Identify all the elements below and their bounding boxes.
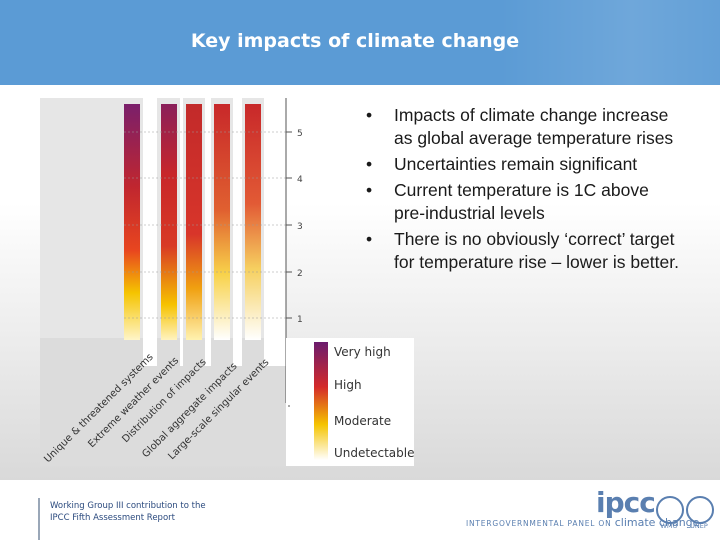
bullet-dot-icon: • xyxy=(366,229,373,249)
ipcc-logo: ipcc xyxy=(596,486,656,519)
bar-extreme-weather xyxy=(161,104,177,340)
legend-box xyxy=(286,338,414,466)
tick-label-2: 2 xyxy=(297,269,303,279)
bar-distribution xyxy=(186,104,202,340)
unep-label: UNEP xyxy=(690,522,708,530)
bullet-dot-icon: • xyxy=(366,154,373,174)
tick-label-4: 4 xyxy=(297,175,303,185)
footer-divider xyxy=(38,498,40,540)
bullet-item: • Impacts of climate change increase as g… xyxy=(366,105,674,148)
tick-label-3: 3 xyxy=(297,222,303,232)
bullet-item: • Current temperature is 1C above pre-ind… xyxy=(366,180,649,223)
slide-title: Key impacts of climate change xyxy=(190,30,520,52)
reasons-for-concern-figure: 1 2 3 4 5 Unique & threatened systems Ex… xyxy=(40,98,414,466)
banner-decoration xyxy=(500,0,720,85)
bullet-list: • Impacts of climate change increase as g… xyxy=(362,104,682,277)
bar-global-aggregate xyxy=(214,104,230,340)
tick-label-1: 1 xyxy=(297,315,303,325)
footer-caption: Working Group III contribution to the IP… xyxy=(50,500,206,524)
bar-large-scale xyxy=(245,104,261,340)
burning-embers-diagram: 1 2 3 4 5 Unique & threatened systems Ex… xyxy=(40,98,414,466)
title-banner xyxy=(0,0,720,85)
footer-line-2: IPCC Fifth Assessment Report xyxy=(50,513,175,523)
legend-very-high: Very high xyxy=(334,345,391,359)
footer-line-1: Working Group III contribution to the xyxy=(50,501,206,511)
legend-high: High xyxy=(334,378,362,392)
bullet-dot-icon: • xyxy=(366,105,373,125)
wmo-label: WMO xyxy=(660,522,678,530)
legend-gradient xyxy=(314,342,328,460)
bar-unique-threatened xyxy=(124,104,140,340)
bullet-dot-icon: • xyxy=(366,180,373,200)
tick-label-5: 5 xyxy=(297,129,303,139)
grid-lines xyxy=(124,131,286,319)
axis-ticks xyxy=(286,131,292,319)
legend-moderate: Moderate xyxy=(334,414,391,428)
unep-emblem-icon xyxy=(686,496,714,524)
bullet-item: • Uncertainties remain significant xyxy=(366,154,638,174)
column-dividers xyxy=(143,98,286,366)
legend-undetectable: Undetectable xyxy=(334,446,414,460)
wmo-emblem-icon xyxy=(656,496,684,524)
bullet-item: • There is no obviously ‘correct’ target … xyxy=(366,229,679,272)
